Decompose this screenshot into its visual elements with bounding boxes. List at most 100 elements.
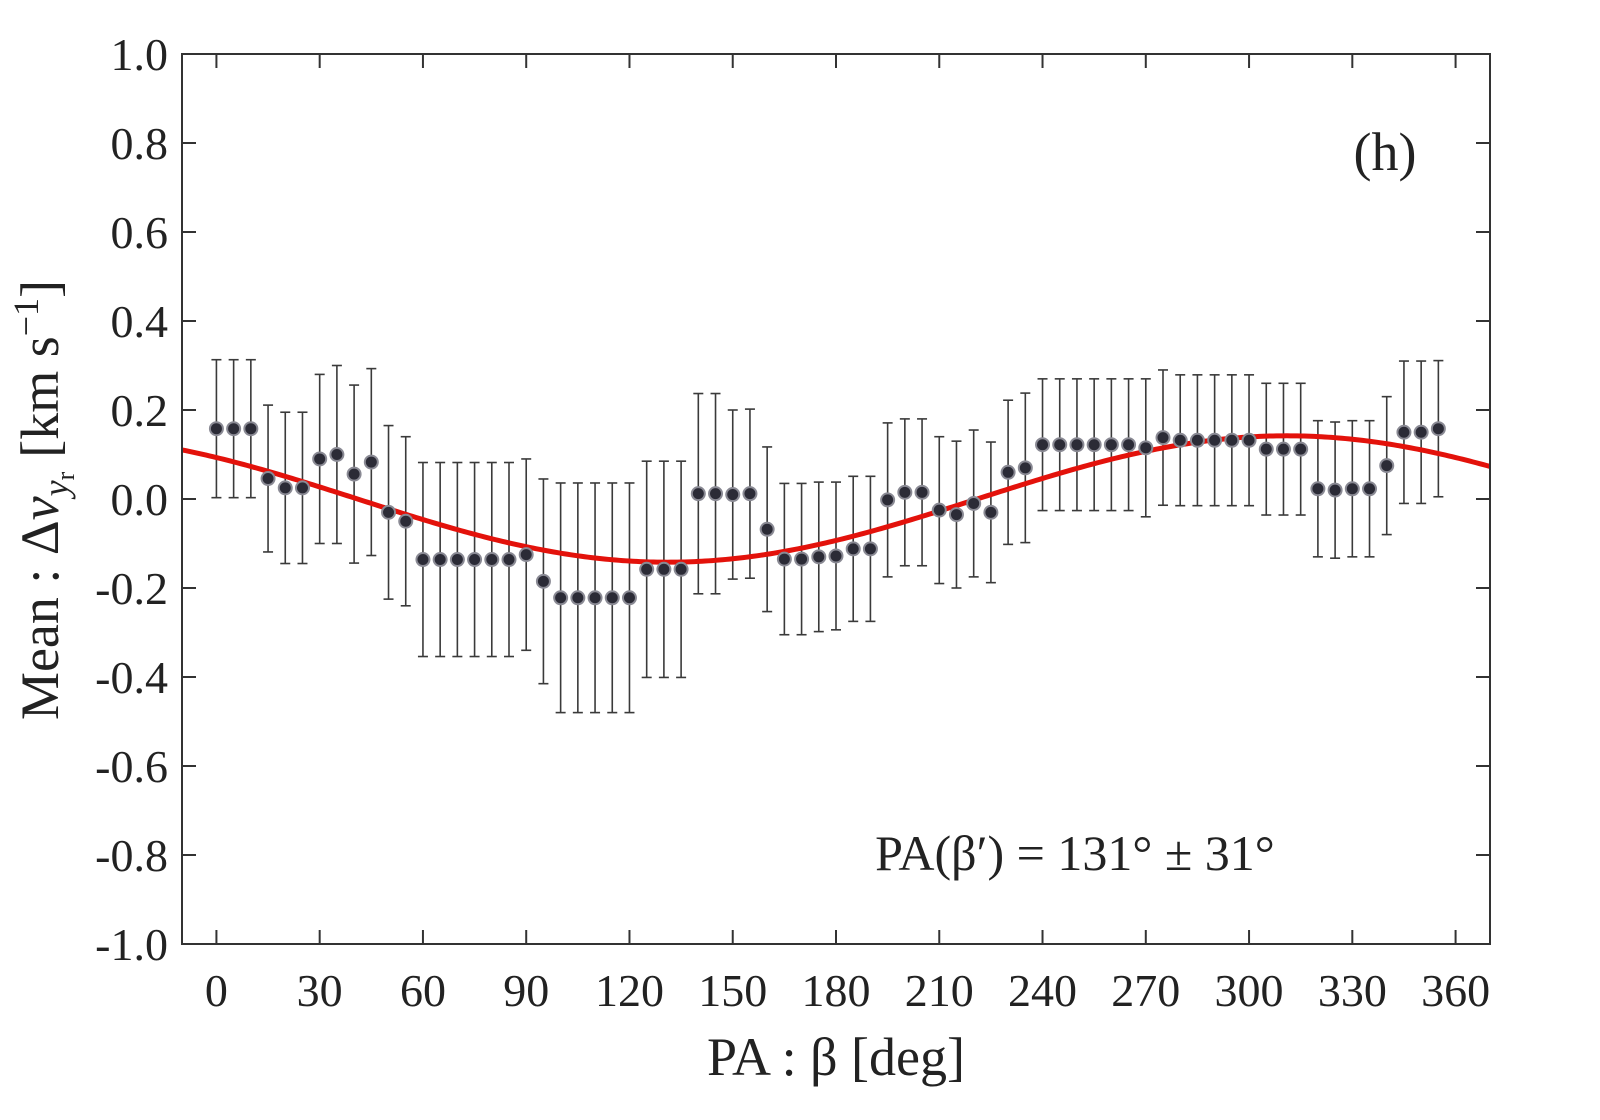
data-point (1155, 430, 1171, 446)
data-point (845, 541, 861, 557)
y-axis-title-exponent: −1 (6, 298, 46, 336)
data-point (1017, 460, 1033, 476)
panel-label: (h) (1354, 122, 1417, 182)
data-point (1396, 424, 1412, 440)
data-point (1327, 482, 1343, 498)
data-point (243, 421, 259, 437)
x-tick-label: 30 (297, 965, 343, 1016)
data-point (432, 552, 448, 568)
data-point (1172, 432, 1188, 448)
data-point (294, 480, 310, 496)
x-tick-label: 150 (698, 965, 767, 1016)
y-tick-label: 0.8 (111, 118, 169, 169)
data-point (1430, 421, 1446, 437)
y-axis-title-close: ] (10, 280, 70, 298)
y-tick-label: -0.6 (95, 741, 168, 792)
data-point (1103, 437, 1119, 453)
data-point (553, 590, 569, 606)
x-tick-label: 120 (595, 965, 664, 1016)
data-point (931, 502, 947, 518)
x-tick-label: 330 (1318, 965, 1387, 1016)
data-point (363, 454, 379, 470)
data-point (1035, 437, 1051, 453)
data-point (1413, 424, 1429, 440)
data-point (208, 421, 224, 437)
x-axis-title: PA : β [deg] (707, 1027, 965, 1087)
data-point (725, 487, 741, 503)
data-point (656, 561, 672, 577)
data-point (1121, 437, 1137, 453)
data-point (1293, 441, 1309, 457)
data-point (880, 492, 896, 508)
x-tick-label: 0 (205, 965, 228, 1016)
data-point (346, 466, 362, 482)
x-tick-label: 180 (802, 965, 871, 1016)
y-axis-title-subsubscript: r (51, 471, 80, 480)
y-axis-title-variable: v (10, 496, 70, 520)
data-point (673, 561, 689, 577)
data-point (1052, 437, 1068, 453)
data-point (535, 573, 551, 589)
data-point (621, 590, 637, 606)
data-point (948, 507, 964, 523)
data-point (312, 451, 328, 467)
x-tick-label: 240 (1008, 965, 1077, 1016)
data-point (277, 480, 293, 496)
data-point (1258, 441, 1274, 457)
data-point (897, 484, 913, 500)
data-point (329, 447, 345, 462)
data-point (759, 521, 775, 537)
data-point (1189, 432, 1205, 448)
data-point (1138, 440, 1154, 456)
data-point (501, 552, 517, 568)
data-point (1000, 464, 1016, 480)
data-point (794, 551, 810, 567)
data-point (1241, 432, 1257, 448)
y-tick-label: 0.4 (111, 296, 169, 347)
data-point (690, 486, 706, 502)
data-point (604, 590, 620, 606)
data-point (449, 552, 465, 568)
data-point (708, 486, 724, 502)
y-tick-label: -0.4 (95, 652, 168, 703)
data-point (484, 552, 500, 568)
y-tick-label: -1.0 (95, 919, 168, 970)
data-point (639, 561, 655, 577)
x-tick-label: 60 (400, 965, 446, 1016)
data-point (862, 541, 878, 557)
data-point (467, 552, 483, 568)
data-point (570, 590, 586, 606)
data-point (518, 547, 534, 563)
data-point (811, 549, 827, 565)
y-tick-label: -0.8 (95, 830, 168, 881)
data-point (398, 513, 414, 529)
data-point (966, 495, 982, 511)
data-point (1310, 481, 1326, 497)
y-axis-title-units: [km s (10, 336, 70, 458)
y-tick-label: -0.2 (95, 563, 168, 614)
fit-annotation: PA(β′) = 131° ± 31° (875, 825, 1275, 881)
data-point (742, 486, 758, 502)
y-tick-label: 1.0 (111, 29, 169, 80)
data-point (1362, 481, 1378, 497)
data-point (1275, 441, 1291, 457)
x-tick-label: 270 (1111, 965, 1180, 1016)
data-point (260, 471, 276, 487)
x-tick-label: 360 (1421, 965, 1490, 1016)
data-point (914, 484, 930, 500)
fit-curve (181, 433, 1491, 565)
x-tick-label: 300 (1215, 965, 1284, 1016)
ticks-layer: 0 30 60 90 120 150 180 210 240 270 300 330 360 1.0 0.8… (95, 29, 1490, 1016)
data-layer (181, 358, 1491, 714)
data-point (983, 504, 999, 520)
data-point (381, 504, 397, 520)
data-point (1344, 481, 1360, 497)
data-point (828, 548, 844, 564)
y-axis-title-main: Mean : Δ (10, 520, 70, 720)
y-tick-label: 0.0 (111, 474, 169, 525)
data-point (226, 421, 242, 437)
y-axis-title: Mean : Δvyr [km s−1] (6, 280, 80, 720)
data-point (587, 590, 603, 606)
data-point (1379, 458, 1395, 474)
